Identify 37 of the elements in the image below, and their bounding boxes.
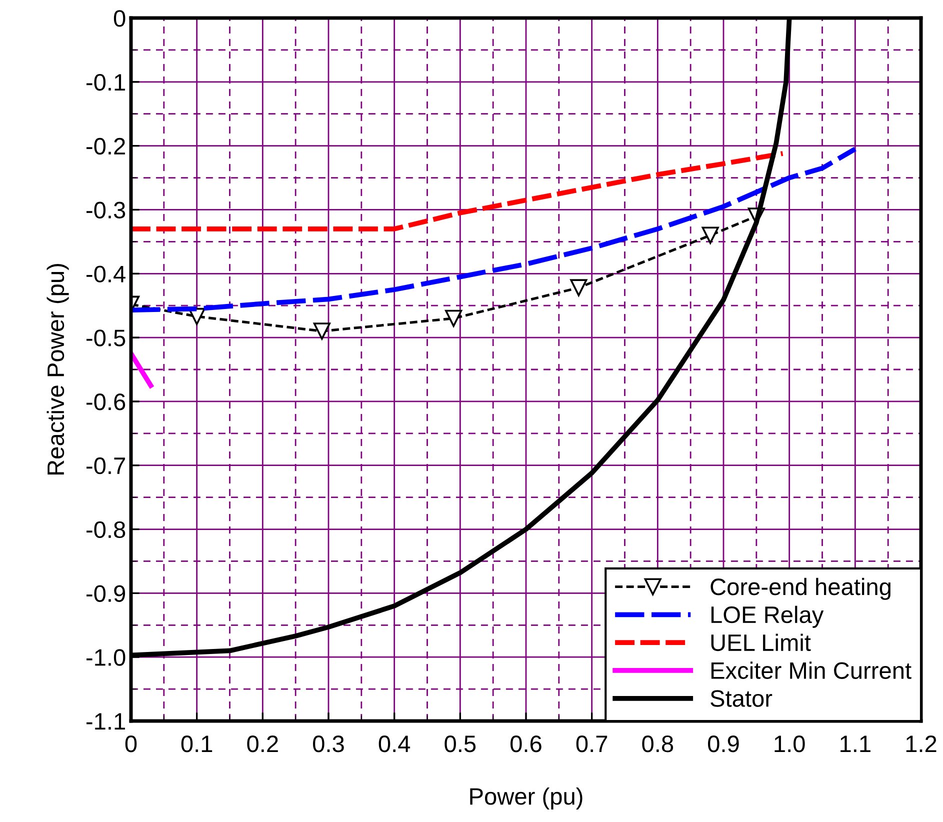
- point: [445, 310, 462, 327]
- y-tick-label: -1.1: [86, 713, 125, 730]
- y-tick-label: -0.8: [86, 521, 126, 538]
- line-series: [131, 151, 786, 232]
- x-tick-label: 1.0: [774, 736, 805, 752]
- y-tick-label: -0.7: [86, 457, 125, 474]
- x-tick-label: 0.7: [576, 736, 608, 752]
- y-tick-label: -0.4: [86, 266, 126, 282]
- y-tick-label: -0.5: [86, 330, 126, 346]
- x-tick-label: 1.2: [906, 736, 936, 752]
- x-tick-label: 0.5: [444, 736, 476, 752]
- x-tick-label: 1.1: [840, 736, 870, 752]
- legend-label: Stator: [710, 690, 772, 707]
- y-axis-title: Reactive Power (pu): [46, 264, 69, 475]
- y-tick-label: -0.9: [86, 585, 126, 602]
- x-tick-label: 0.2: [247, 736, 278, 752]
- y-tick-label: -0.1: [86, 74, 125, 91]
- point: [570, 279, 588, 296]
- x-tick-label: 0.4: [378, 736, 410, 752]
- legend-label: LOE Relay: [711, 606, 824, 628]
- point: [313, 322, 330, 340]
- x-tick-label: 0.6: [510, 736, 542, 752]
- y-tick-label: -0.6: [86, 394, 126, 410]
- legend-label: UEL Limit: [711, 634, 811, 652]
- x-tick-label: 0.9: [708, 736, 739, 752]
- x-tick-label: 0.3: [313, 736, 344, 752]
- y-tick-label: -1.0: [86, 649, 126, 666]
- x-tick-label: 0.1: [181, 736, 212, 752]
- y-tick-label: -0.3: [86, 202, 126, 219]
- x-tick-label: 0.8: [642, 736, 674, 752]
- y-tick-label: 0: [114, 10, 126, 27]
- y-tick-label: -0.2: [86, 138, 125, 155]
- x-tick-label: 0: [125, 736, 137, 752]
- x-axis-title: Power (pu): [470, 787, 582, 810]
- legend-label: Exciter Min Current: [711, 662, 912, 679]
- legend-label: Core-end heating: [710, 578, 890, 600]
- point: [702, 226, 719, 244]
